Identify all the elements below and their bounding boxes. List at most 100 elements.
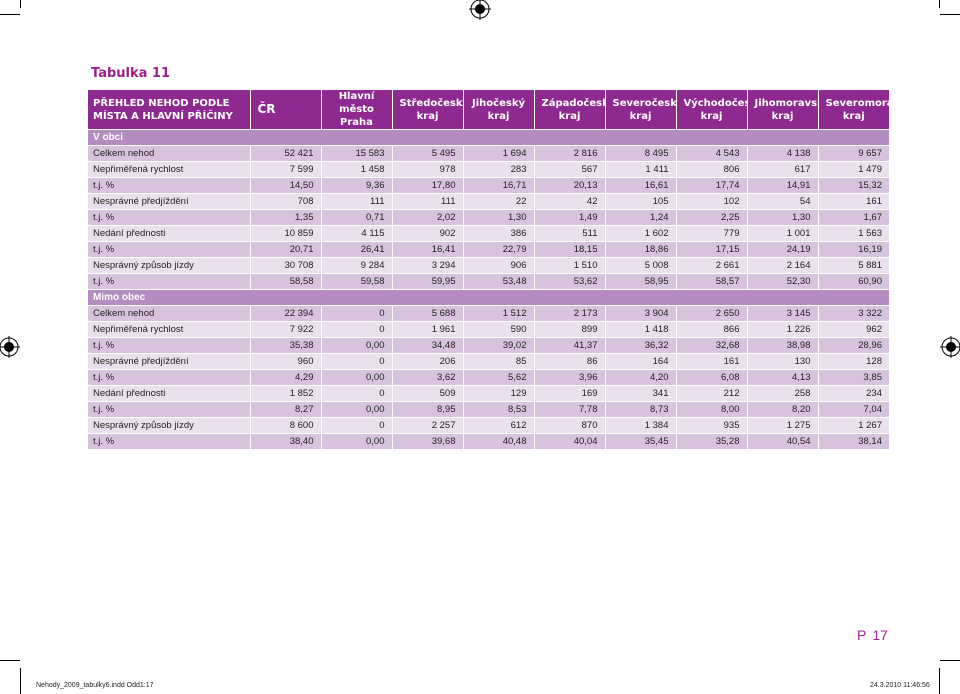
table-cell: 6,08 xyxy=(675,369,747,386)
table-cell: 14,50 xyxy=(249,177,321,194)
table-cell: 17,74 xyxy=(675,177,747,194)
table-cell: 15,32 xyxy=(817,177,889,194)
table-cell: 0 xyxy=(320,385,392,402)
table-cell: 0 xyxy=(320,305,392,322)
section-row: V obci xyxy=(88,129,889,146)
table-cell: 2 173 xyxy=(533,305,605,322)
row-label: Nedání přednosti xyxy=(88,225,250,242)
table-cell: 1 852 xyxy=(249,385,321,402)
table-cell: 20,71 xyxy=(249,241,321,258)
table-cell: 866 xyxy=(675,321,747,338)
table-cell: 1 275 xyxy=(746,417,818,434)
table-cell: 128 xyxy=(817,353,889,370)
table-cell: 960 xyxy=(249,353,321,370)
table-cell: 86 xyxy=(533,353,605,370)
table-cell: 4,29 xyxy=(249,369,321,386)
table-cell: 32,68 xyxy=(675,337,747,354)
table-cell: 20,13 xyxy=(533,177,605,194)
table-cell: 22 394 xyxy=(249,305,321,322)
header-region: Jihočeský kraj xyxy=(462,90,534,130)
header-region: Severočeskýkraj xyxy=(604,90,676,130)
table-cell: 5 688 xyxy=(391,305,463,322)
table-cell: 2,02 xyxy=(391,209,463,226)
table-cell: 3,85 xyxy=(817,369,889,386)
table-cell: 111 xyxy=(320,193,392,210)
table-cell: 0,71 xyxy=(320,209,392,226)
table-row: t.j. % 58,58 59,58 59,95 53,48 53,62 58,95 58,5… xyxy=(88,273,889,290)
table-cell: 1 411 xyxy=(604,161,676,178)
table-cell: 40,04 xyxy=(533,433,605,449)
table-cell: 1,30 xyxy=(462,209,534,226)
table-cell: 59,58 xyxy=(320,273,392,290)
table-cell: 35,28 xyxy=(675,433,747,449)
table-cell: 3,96 xyxy=(533,369,605,386)
table-cell: 1 694 xyxy=(462,145,534,162)
table-cell: 2 816 xyxy=(533,145,605,162)
table-cell: 40,54 xyxy=(746,433,818,449)
table-cell: 169 xyxy=(533,385,605,402)
table-cell: 1 512 xyxy=(462,305,534,322)
table-row: t.j. % 38,40 0,00 39,68 40,48 40,04 35,45 35,28… xyxy=(88,433,889,449)
table-cell: 58,58 xyxy=(249,273,321,290)
crop-mark xyxy=(20,668,21,694)
table-cell: 4 138 xyxy=(746,145,818,162)
table-cell: 58,95 xyxy=(604,273,676,290)
table-cell: 40,48 xyxy=(462,433,534,449)
table-cell: 8,95 xyxy=(391,401,463,418)
table-cell: 1,35 xyxy=(249,209,321,226)
table-cell: 111 xyxy=(391,193,463,210)
registration-mark-top xyxy=(469,0,491,20)
table-row: Nesprávné předjíždění 708 111 111 22 42 105 102… xyxy=(88,193,889,210)
table-cell: 30 708 xyxy=(249,257,321,274)
table-cell: 7 922 xyxy=(249,321,321,338)
row-label: t.j. % xyxy=(88,241,250,258)
table-cell: 779 xyxy=(675,225,747,242)
table-row: t.j. % 14,50 9,36 17,80 16,71 20,13 16,61 17,74… xyxy=(88,177,889,194)
row-label: Nedání přednosti xyxy=(88,385,250,402)
header-region: Severomoravskýkraj xyxy=(817,90,889,130)
table-cell: 978 xyxy=(391,161,463,178)
table-cell: 17,15 xyxy=(675,241,747,258)
table-cell: 1 001 xyxy=(746,225,818,242)
header-region: Východočeskýkraj xyxy=(675,90,747,130)
table-row: t.j. % 1,35 0,71 2,02 1,30 1,49 1,24 2,25 1,30 1,… xyxy=(88,209,889,226)
table-cell: 16,41 xyxy=(391,241,463,258)
table-cell: 935 xyxy=(675,417,747,434)
table-cell: 58,57 xyxy=(675,273,747,290)
table-cell: 0,00 xyxy=(320,433,392,449)
table-cell: 283 xyxy=(462,161,534,178)
table-cell: 567 xyxy=(533,161,605,178)
table-cell: 4 543 xyxy=(675,145,747,162)
table-cell: 5 881 xyxy=(817,257,889,274)
header-region: Hlavní město Praha xyxy=(320,90,392,130)
table-cell: 4 115 xyxy=(320,225,392,242)
table-cell: 1 384 xyxy=(604,417,676,434)
table-cell: 1 961 xyxy=(391,321,463,338)
table-cell: 590 xyxy=(462,321,534,338)
table-cell: 24,19 xyxy=(746,241,818,258)
table-cell: 7,78 xyxy=(533,401,605,418)
table-cell: 5 008 xyxy=(604,257,676,274)
table-row: t.j. % 8,27 0,00 8,95 8,53 7,78 8,73 8,00 8,20 7,… xyxy=(88,401,889,418)
table-row: Celkem nehod 22 394 0 5 688 1 512 2 173 3 904 2… xyxy=(88,305,889,322)
table-cell: 102 xyxy=(675,193,747,210)
section-label: V obci xyxy=(88,129,889,146)
table-cell: 1,67 xyxy=(817,209,889,226)
table-row: Nesprávný způsob jízdy 30 708 9 284 3 294 90… xyxy=(88,257,889,274)
table-cell: 26,41 xyxy=(320,241,392,258)
row-label: t.j. % xyxy=(88,209,250,226)
table-cell: 5,62 xyxy=(462,369,534,386)
table-cell: 53,62 xyxy=(533,273,605,290)
table-cell: 15 583 xyxy=(320,145,392,162)
table-cell: 22 xyxy=(462,193,534,210)
table-cell: 10 859 xyxy=(249,225,321,242)
table-cell: 22,79 xyxy=(462,241,534,258)
table-cell: 52,30 xyxy=(746,273,818,290)
table-row: Nesprávné předjíždění 960 0 206 85 86 164 161 13… xyxy=(88,353,889,370)
table-row: Nedání přednosti 10 859 4 115 902 386 511 1 60… xyxy=(88,225,889,242)
table-cell: 806 xyxy=(675,161,747,178)
table-cell: 8,00 xyxy=(675,401,747,418)
table-cell: 4,13 xyxy=(746,369,818,386)
footer-datetime: 24.3.2010 11:46:56 xyxy=(870,682,930,689)
row-label: t.j. % xyxy=(88,273,250,290)
